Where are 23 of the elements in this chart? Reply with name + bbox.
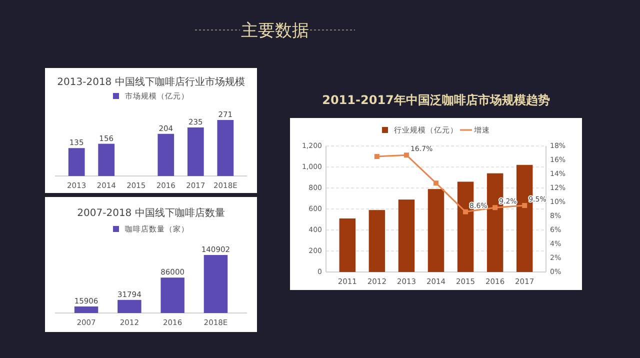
chart-title: 2007-2018 中国线下咖啡店数量 — [77, 207, 225, 219]
point — [434, 180, 438, 186]
bar — [74, 306, 98, 313]
bar — [339, 218, 356, 272]
bar — [98, 144, 115, 176]
point — [463, 209, 468, 214]
bar — [187, 127, 204, 176]
bar — [118, 300, 142, 313]
bar — [368, 210, 386, 272]
point — [404, 152, 409, 158]
bar — [398, 200, 415, 272]
bar — [428, 189, 444, 272]
bar — [158, 134, 174, 176]
bar — [217, 120, 234, 176]
point — [522, 203, 528, 208]
bar — [204, 255, 228, 313]
chart-title: 2011-2017年中国泛咖啡店市场规模趋势 — [322, 93, 550, 107]
point — [374, 154, 380, 159]
point — [492, 205, 498, 210]
bar — [160, 278, 184, 313]
bar — [68, 148, 85, 176]
text: 主要数据 — [241, 20, 309, 41]
chart-title: 2013-2018 中国线下咖啡店行业市场规模 — [57, 76, 245, 88]
